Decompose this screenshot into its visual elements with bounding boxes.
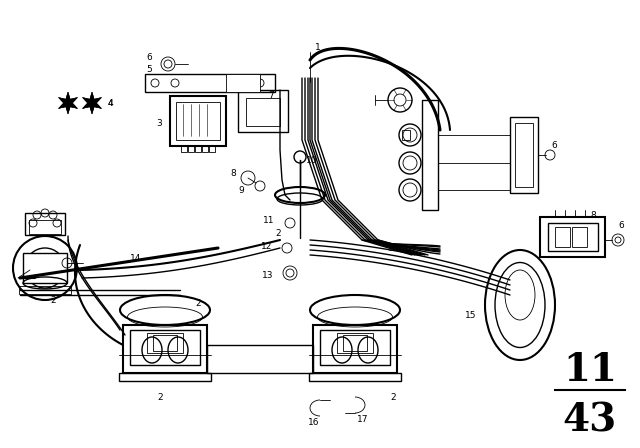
Bar [195,146,201,152]
Bar [23,253,67,283]
Text: 16: 16 [308,418,319,426]
Bar [540,217,605,257]
Bar [246,98,280,126]
Text: 2: 2 [275,228,280,237]
Text: 11: 11 [563,351,617,389]
Text: 14: 14 [130,254,141,263]
Bar [176,102,220,140]
Text: 9: 9 [238,185,244,194]
Polygon shape [58,92,77,114]
Text: 13: 13 [262,271,273,280]
Bar [145,74,275,92]
Text: 2: 2 [195,298,200,307]
Text: 10: 10 [306,155,317,164]
Text: 6: 6 [146,52,152,61]
Bar [238,90,288,132]
Text: 6: 6 [618,220,624,229]
Bar [572,227,587,247]
Text: 15: 15 [465,310,477,319]
Text: 17: 17 [357,414,369,423]
Text: 3: 3 [156,119,162,128]
Bar [170,96,226,146]
Bar [510,117,538,193]
Bar [29,220,61,234]
Polygon shape [58,92,77,114]
Text: 4: 4 [108,99,114,108]
Bar [402,130,410,140]
Text: 5: 5 [146,65,152,73]
Text: 1: 1 [315,43,321,52]
Bar [130,330,200,365]
Bar [123,325,207,373]
Text: 12: 12 [261,241,273,250]
Text: 8: 8 [590,211,596,220]
Bar [422,100,438,210]
Bar [515,123,533,187]
Text: 11: 11 [263,215,275,224]
Bar [343,335,367,351]
Bar [548,223,598,251]
Text: 15: 15 [388,244,399,253]
Bar [207,345,313,373]
Bar [119,373,211,381]
Bar [309,373,401,381]
Text: 6: 6 [551,141,557,150]
Bar [555,227,570,247]
Bar [153,335,177,351]
Text: 8: 8 [230,168,236,177]
Polygon shape [83,92,102,114]
Text: 2: 2 [157,392,163,401]
Polygon shape [83,92,102,114]
Bar [188,146,194,152]
Bar [313,325,397,373]
Text: 43: 43 [563,401,617,439]
Text: 4: 4 [108,99,114,108]
Bar [320,330,390,365]
Bar [337,333,373,353]
Bar [181,146,187,152]
Text: 7: 7 [268,90,274,99]
Bar [226,74,260,92]
Bar [25,213,65,235]
Bar [209,146,215,152]
Bar [147,333,183,353]
Text: 2: 2 [390,392,396,401]
Text: 2: 2 [50,296,56,305]
Bar [19,286,71,294]
Bar [202,146,208,152]
